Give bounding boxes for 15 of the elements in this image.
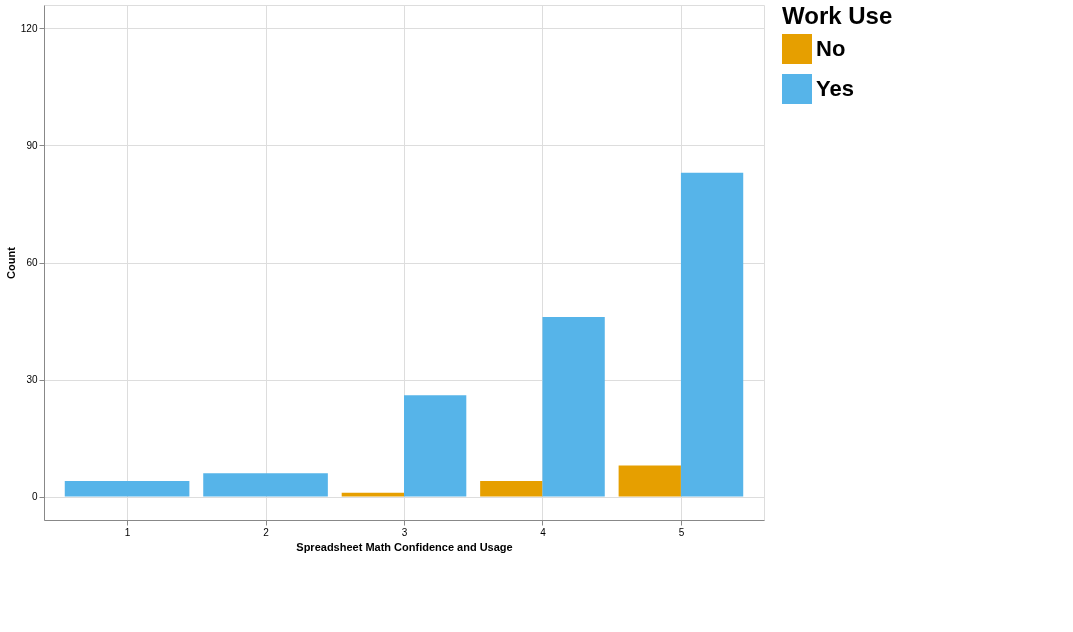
y-axis-title: Count (4, 246, 17, 279)
y-tick-label: 30 (26, 374, 38, 386)
y-tick-label: 90 (26, 139, 38, 151)
legend-label: Yes (816, 76, 854, 101)
x-tick-label: 2 (263, 526, 270, 538)
x-axis-title: Spreadsheet Math Confidence and Usage (296, 540, 513, 553)
x-tick-label: 5 (678, 526, 685, 538)
y-tick-label: 60 (26, 257, 38, 268)
legend-label: No (816, 36, 846, 61)
x-tick-label: 3 (401, 526, 408, 538)
y-tick-label: 120 (20, 22, 38, 34)
y-tick-label: 0 (31, 491, 38, 503)
x-tick-label: 4 (540, 526, 547, 538)
legend-title: Work Use (782, 2, 893, 29)
x-tick-label: 1 (124, 526, 131, 538)
